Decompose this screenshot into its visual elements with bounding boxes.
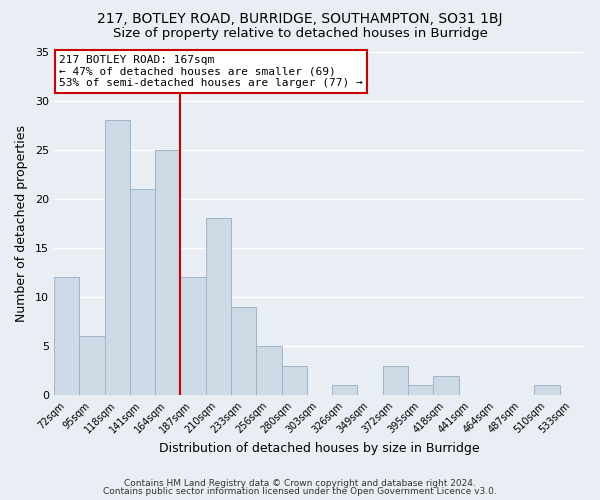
- Bar: [79, 336, 104, 396]
- Text: Contains public sector information licensed under the Open Government Licence v3: Contains public sector information licen…: [103, 487, 497, 496]
- Bar: [130, 189, 155, 396]
- Text: Contains HM Land Registry data © Crown copyright and database right 2024.: Contains HM Land Registry data © Crown c…: [124, 478, 476, 488]
- Bar: [332, 386, 358, 396]
- Bar: [433, 376, 458, 396]
- Text: 217 BOTLEY ROAD: 167sqm
← 47% of detached houses are smaller (69)
53% of semi-de: 217 BOTLEY ROAD: 167sqm ← 47% of detache…: [59, 55, 363, 88]
- Text: 217, BOTLEY ROAD, BURRIDGE, SOUTHAMPTON, SO31 1BJ: 217, BOTLEY ROAD, BURRIDGE, SOUTHAMPTON,…: [97, 12, 503, 26]
- Bar: [104, 120, 130, 396]
- Bar: [231, 307, 256, 396]
- Bar: [181, 278, 206, 396]
- Bar: [383, 366, 408, 396]
- Bar: [155, 150, 181, 396]
- Bar: [535, 386, 560, 396]
- Bar: [54, 278, 79, 396]
- Text: Size of property relative to detached houses in Burridge: Size of property relative to detached ho…: [113, 28, 487, 40]
- Y-axis label: Number of detached properties: Number of detached properties: [15, 125, 28, 322]
- Bar: [206, 218, 231, 396]
- Bar: [281, 366, 307, 396]
- Bar: [408, 386, 433, 396]
- X-axis label: Distribution of detached houses by size in Burridge: Distribution of detached houses by size …: [159, 442, 480, 455]
- Bar: [256, 346, 281, 396]
